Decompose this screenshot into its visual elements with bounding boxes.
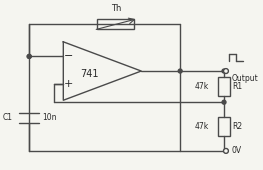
Bar bbox=[97, 19, 134, 29]
Bar bbox=[218, 117, 230, 136]
Circle shape bbox=[27, 54, 31, 58]
Circle shape bbox=[224, 69, 228, 73]
Circle shape bbox=[27, 54, 31, 58]
Circle shape bbox=[222, 69, 226, 73]
Text: 47k: 47k bbox=[194, 122, 209, 131]
Text: R2: R2 bbox=[232, 122, 242, 131]
Text: −: − bbox=[63, 52, 73, 61]
Text: 0V: 0V bbox=[232, 146, 242, 155]
Text: C1: C1 bbox=[3, 113, 13, 122]
Text: +: + bbox=[63, 79, 73, 89]
Text: Th: Th bbox=[111, 4, 121, 13]
Text: 10n: 10n bbox=[42, 113, 56, 122]
Text: 47k: 47k bbox=[194, 82, 209, 91]
Bar bbox=[218, 77, 230, 96]
Text: Output: Output bbox=[232, 74, 259, 83]
Text: 741: 741 bbox=[80, 69, 99, 79]
Circle shape bbox=[178, 69, 182, 73]
Text: R1: R1 bbox=[232, 82, 242, 91]
Circle shape bbox=[222, 100, 226, 104]
Circle shape bbox=[224, 148, 228, 153]
